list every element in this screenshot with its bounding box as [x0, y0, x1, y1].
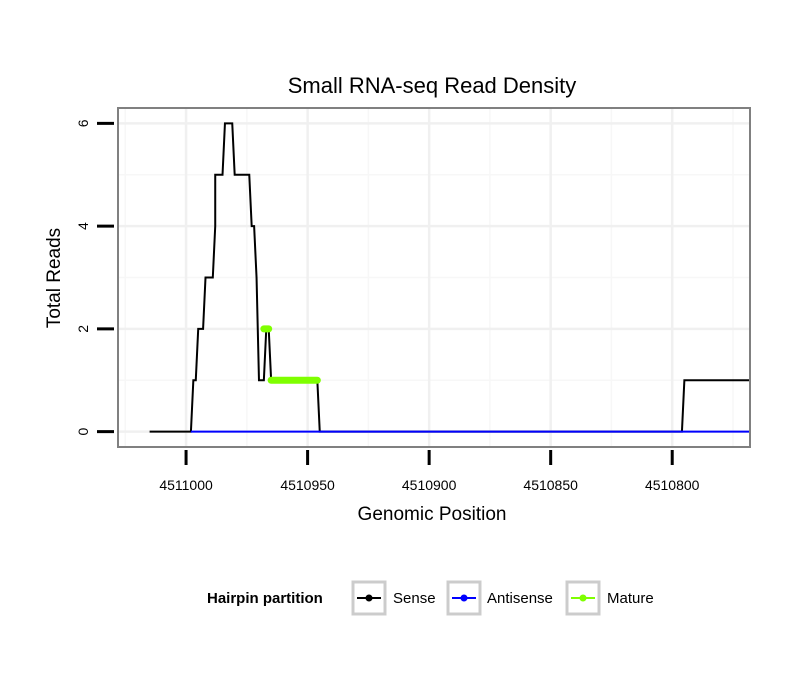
x-tick-label: 4510900: [402, 477, 457, 493]
x-tick-label: 4511000: [159, 477, 213, 493]
legend: Hairpin partition Sense Antisense Mature: [207, 580, 654, 616]
y-tick-label: 0: [75, 427, 91, 435]
legend-entry-antisense: Antisense: [446, 580, 553, 616]
legend-entry-mature: Mature: [565, 580, 654, 616]
y-tick-label: 2: [75, 325, 91, 333]
y-axis: 0 2 4 6: [75, 119, 114, 435]
x-axis-label: Genomic Position: [358, 504, 507, 525]
series-layer: [149, 122, 750, 433]
y-axis-label: Total Reads: [44, 228, 65, 328]
legend-dot-antisense: [460, 594, 468, 602]
legend-label-mature: Mature: [607, 590, 654, 607]
legend-dot-mature: [579, 594, 587, 602]
legend-title: Hairpin partition: [207, 590, 323, 607]
x-tick-label: 4510950: [280, 477, 335, 493]
legend-label-antisense: Antisense: [487, 590, 553, 607]
chart-title: Small RNA-seq Read Density: [288, 73, 577, 98]
legend-dot-sense: [365, 594, 373, 602]
x-tick-label: 4510800: [645, 477, 700, 493]
y-tick-label: 6: [75, 119, 91, 127]
legend-entry-sense: Sense: [351, 580, 436, 616]
x-tick-label: 4510850: [523, 477, 578, 493]
x-axis: 4511000 4510950 4510900 4510850 4510800: [159, 450, 700, 493]
plot-border: [117, 107, 751, 448]
y-tick-label: 4: [75, 222, 91, 230]
legend-label-sense: Sense: [393, 590, 436, 607]
